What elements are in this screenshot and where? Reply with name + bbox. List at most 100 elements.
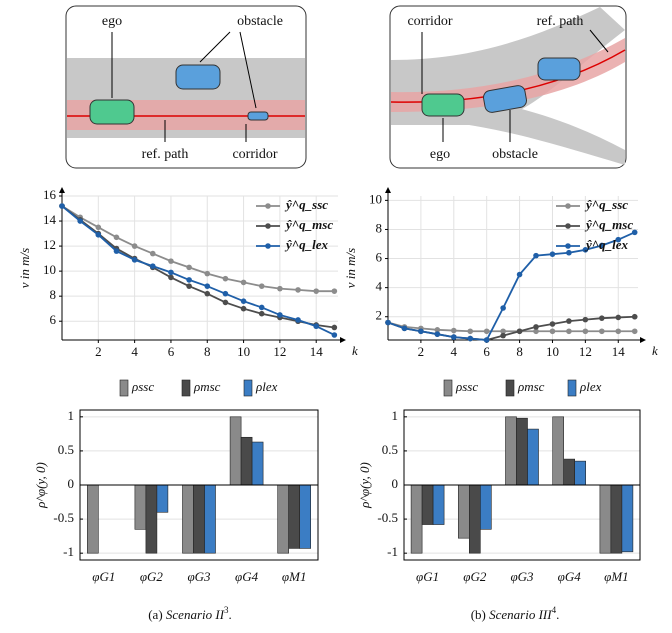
point (615, 315, 621, 321)
bar (564, 459, 575, 485)
point (186, 277, 192, 283)
point (435, 331, 441, 337)
point (467, 328, 473, 334)
caption-text: Scenario III (489, 607, 552, 622)
x-tick-label: φG3 (510, 569, 534, 584)
legend-swatch (182, 380, 190, 396)
point (186, 265, 192, 271)
point (277, 286, 283, 292)
point (150, 263, 156, 269)
point (96, 225, 102, 231)
point (223, 300, 229, 306)
bar (300, 485, 311, 548)
axis (62, 190, 343, 340)
point (259, 283, 265, 289)
point (566, 328, 572, 334)
x-tick-label: 12 (579, 344, 592, 359)
point (277, 312, 283, 318)
obstacle-car (538, 58, 580, 80)
point (332, 332, 338, 338)
legend-label: ŷ^q_msc (584, 217, 633, 232)
y-tick-label: -1 (387, 544, 398, 559)
point (132, 243, 138, 249)
series-line (388, 323, 635, 332)
point (59, 203, 65, 209)
x-tick-label: φG1 (92, 569, 115, 584)
y-tick-label: 0 (68, 476, 75, 491)
figure-svg: ego obstacle ref. path corridor corridor… (0, 0, 672, 633)
bar (146, 485, 157, 553)
point (533, 253, 539, 259)
bar (433, 485, 444, 525)
bar (528, 429, 539, 485)
point (114, 235, 120, 241)
x-tick-label: 8 (204, 344, 211, 359)
caption-label: (b) (471, 607, 486, 622)
point (332, 325, 338, 331)
caption-end: . (229, 607, 232, 622)
bar (458, 485, 469, 538)
bar (252, 442, 263, 485)
point (385, 320, 391, 326)
x-tick-label: 2 (418, 344, 425, 359)
y-tick-label: -1 (63, 544, 74, 559)
point (186, 283, 192, 289)
point (484, 328, 490, 334)
bar (611, 485, 622, 553)
point (114, 248, 120, 254)
point (451, 328, 457, 334)
legend-marker (265, 223, 271, 229)
x-tick-label: φG4 (235, 569, 259, 584)
ego-car (90, 100, 134, 124)
y-tick-label: 0.5 (58, 442, 74, 457)
y-tick-label: 2 (376, 308, 383, 323)
caption: (a) Scenario II3. (148, 605, 232, 622)
y-axis-label: v in m/s (17, 248, 32, 288)
x-tick-label: 8 (516, 344, 523, 359)
y-tick-label: 1 (392, 408, 399, 423)
point (77, 218, 83, 224)
y-tick-label: -0.5 (53, 510, 74, 525)
point (632, 328, 638, 334)
point (96, 232, 102, 238)
bar (553, 417, 564, 485)
legend-label: ρmsc (193, 379, 221, 394)
x-tick-label: 14 (612, 344, 626, 359)
point (295, 287, 301, 293)
point (632, 314, 638, 320)
x-tick-label: 2 (95, 344, 102, 359)
y-axis-label: ρ^φ(y, 0) (357, 462, 372, 509)
legend-label: ρlex (255, 379, 278, 394)
bar (241, 437, 252, 485)
scene-label: ego (102, 14, 122, 29)
x-axis-label: k (652, 343, 658, 358)
scene-label: ref. path (142, 147, 189, 162)
legend-swatch (444, 380, 452, 396)
x-tick-label: 10 (237, 344, 250, 359)
caption-label: (a) (148, 607, 162, 622)
bar (469, 485, 480, 553)
point (467, 336, 473, 342)
y-tick-label: 4 (376, 279, 383, 294)
point (223, 291, 229, 297)
x-tick-label: φG1 (416, 569, 439, 584)
scene-label: obstacle (492, 147, 538, 162)
y-tick-label: 12 (43, 237, 56, 252)
point (132, 257, 138, 263)
legend-marker (265, 203, 271, 209)
point (168, 258, 174, 264)
x-tick-label: 4 (131, 344, 138, 359)
point (566, 318, 572, 324)
caption: (b) Scenario III4. (471, 605, 560, 622)
x-tick-label: 6 (168, 344, 175, 359)
point (204, 271, 210, 277)
x-tick-label: φG3 (187, 569, 211, 584)
y-tick-label: -0.5 (377, 510, 398, 525)
point (599, 328, 605, 334)
y-axis-label: ρ^φ(y, 0) (33, 462, 48, 509)
bar (622, 485, 633, 552)
point (295, 317, 301, 323)
y-tick-label: 0.5 (382, 442, 398, 457)
bar (289, 485, 300, 548)
point (204, 283, 210, 289)
